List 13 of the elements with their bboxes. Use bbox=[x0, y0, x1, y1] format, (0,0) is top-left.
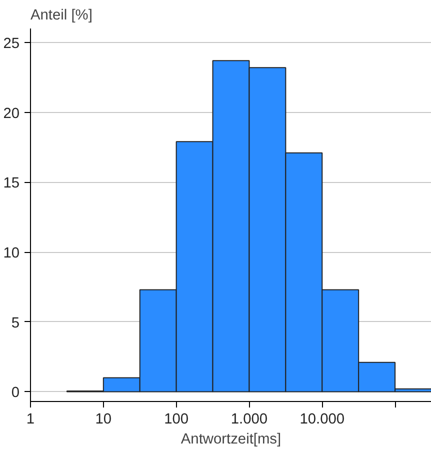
x-tick-label: 10 bbox=[95, 412, 112, 428]
y-tick-label: 0 bbox=[11, 385, 20, 402]
y-axis-title: Anteil [%] bbox=[30, 8, 92, 24]
x-tick-label: 1 bbox=[26, 412, 35, 428]
y-tick-label: 20 bbox=[3, 106, 20, 122]
x-tick-label: 100 bbox=[164, 412, 189, 428]
x-axis-title: Antwortzeit[ms] bbox=[180, 432, 282, 448]
y-tick-label: 25 bbox=[3, 36, 20, 52]
y-tick-label: 15 bbox=[3, 176, 20, 192]
x-tick-label: 10.000 bbox=[300, 412, 345, 428]
y-tick-label: 10 bbox=[3, 246, 20, 262]
y-tick-label: 5 bbox=[11, 315, 20, 332]
x-tick-label: 1.000 bbox=[230, 412, 268, 428]
